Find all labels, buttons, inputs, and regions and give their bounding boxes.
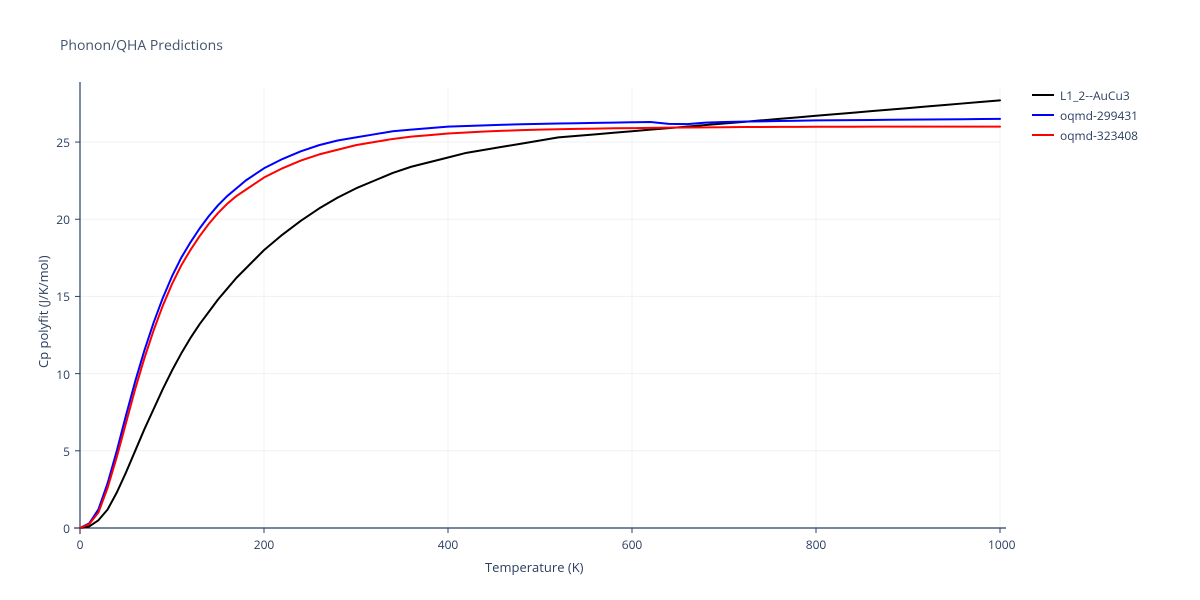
legend-label: oqmd-323408 xyxy=(1060,127,1138,144)
chart-title: Phonon/QHA Predictions xyxy=(60,36,223,55)
x-axis-label: Temperature (K) xyxy=(485,558,584,576)
legend-item-L1_2--AuCu3[interactable]: L1_2--AuCu3 xyxy=(1032,85,1138,105)
legend-item-oqmd-323408[interactable]: oqmd-323408 xyxy=(1032,125,1138,145)
legend-item-oqmd-299431[interactable]: oqmd-299431 xyxy=(1032,105,1138,125)
series-L1_2--AuCu3[interactable] xyxy=(80,100,1000,528)
y-tick-label: 10 xyxy=(56,366,70,383)
y-tick-label: 5 xyxy=(63,443,70,460)
x-tick-label: 600 xyxy=(620,536,644,553)
x-tick-label: 400 xyxy=(436,536,460,553)
series-oqmd-323408[interactable] xyxy=(80,127,1000,528)
x-tick-label: 1000 xyxy=(988,536,1012,553)
y-tick-label: 0 xyxy=(63,520,70,537)
x-tick-label: 800 xyxy=(804,536,828,553)
y-tick-label: 25 xyxy=(56,134,70,151)
y-tick-label: 15 xyxy=(56,288,70,305)
legend-label: L1_2--AuCu3 xyxy=(1060,87,1130,104)
legend-swatch xyxy=(1032,94,1054,96)
chart-plot-area xyxy=(0,0,1200,600)
x-tick-label: 200 xyxy=(252,536,276,553)
x-tick-label: 0 xyxy=(68,536,92,553)
legend-swatch xyxy=(1032,114,1054,116)
y-axis-label: Cp polyfit (J/K/mol) xyxy=(34,255,52,368)
legend[interactable]: L1_2--AuCu3 oqmd-299431 oqmd-323408 xyxy=(1032,85,1138,145)
legend-swatch xyxy=(1032,134,1054,136)
y-tick-label: 20 xyxy=(56,211,70,228)
legend-label: oqmd-299431 xyxy=(1060,107,1138,124)
series-oqmd-299431[interactable] xyxy=(80,119,1000,528)
